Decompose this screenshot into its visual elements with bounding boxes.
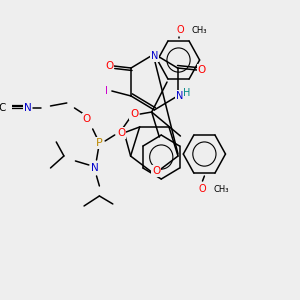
- Text: N: N: [151, 51, 158, 61]
- Text: O: O: [105, 61, 113, 71]
- Text: O: O: [152, 166, 160, 176]
- Text: CH₃: CH₃: [214, 184, 230, 194]
- Text: N: N: [176, 91, 183, 101]
- Text: C: C: [0, 103, 5, 113]
- Text: N: N: [91, 163, 98, 173]
- Text: I: I: [105, 86, 108, 96]
- Text: O: O: [117, 128, 126, 138]
- Text: O: O: [199, 184, 206, 194]
- Text: O: O: [197, 65, 206, 75]
- Text: H: H: [183, 88, 191, 98]
- Text: O: O: [130, 109, 139, 119]
- Text: P: P: [96, 138, 103, 148]
- Text: O: O: [177, 25, 184, 35]
- Text: N: N: [24, 103, 32, 113]
- Text: CH₃: CH₃: [192, 26, 207, 34]
- Text: O: O: [83, 114, 91, 124]
